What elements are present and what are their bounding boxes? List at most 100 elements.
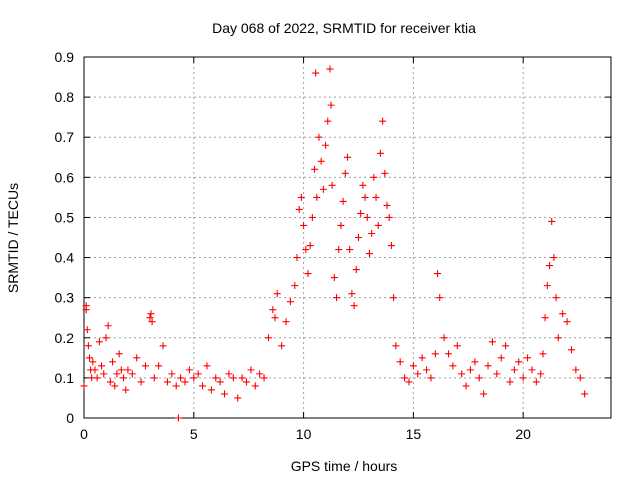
- data-point: [83, 326, 91, 334]
- data-point: [392, 342, 400, 350]
- data-point: [146, 314, 154, 322]
- data-point: [335, 246, 343, 254]
- data-point: [168, 370, 176, 378]
- data-point: [100, 370, 108, 378]
- data-point: [532, 378, 540, 386]
- data-point: [260, 374, 268, 382]
- data-point: [401, 374, 409, 382]
- data-point: [264, 334, 272, 342]
- data-point: [124, 366, 132, 374]
- data-point: [374, 221, 382, 229]
- data-point: [304, 270, 312, 278]
- data-point: [524, 354, 532, 362]
- data-point: [354, 234, 362, 241]
- data-point: [344, 153, 351, 161]
- data-point: [436, 294, 444, 302]
- y-tick-label: 0.2: [55, 330, 75, 346]
- data-point: [317, 157, 325, 165]
- data-point: [172, 382, 180, 390]
- data-point: [431, 350, 439, 358]
- data-point: [137, 378, 145, 386]
- data-point: [128, 370, 136, 378]
- data-point: [471, 358, 479, 366]
- data-point: [475, 374, 483, 382]
- data-point: [225, 370, 233, 378]
- data-point: [387, 242, 395, 250]
- y-tick-label: 0.4: [55, 250, 75, 266]
- data-point: [181, 378, 189, 386]
- data-point: [543, 282, 551, 290]
- data-point: [155, 362, 163, 370]
- data-point: [423, 366, 431, 374]
- data-point: [337, 221, 345, 229]
- data-point: [203, 362, 211, 370]
- data-point: [84, 342, 92, 350]
- data-point: [174, 414, 182, 422]
- data-point: [488, 338, 496, 346]
- data-point: [333, 294, 341, 302]
- data-point: [311, 165, 319, 173]
- data-point: [493, 370, 501, 378]
- data-point: [434, 270, 442, 278]
- data-points: [80, 65, 589, 422]
- data-point: [515, 358, 523, 366]
- data-point: [390, 294, 398, 302]
- data-point: [548, 217, 556, 225]
- x-tick-label: 15: [406, 426, 422, 442]
- plot-frame: [83, 56, 612, 419]
- data-point: [541, 314, 549, 322]
- data-point: [148, 318, 156, 326]
- data-point: [445, 350, 453, 358]
- y-tick-label: 0: [66, 410, 74, 426]
- data-point: [80, 382, 88, 390]
- data-point: [418, 354, 426, 362]
- data-point: [302, 246, 310, 254]
- data-point: [207, 386, 215, 394]
- data-point: [313, 193, 321, 201]
- data-point: [190, 374, 198, 382]
- data-point: [117, 366, 125, 374]
- data-point: [238, 374, 246, 382]
- data-point: [286, 298, 294, 306]
- x-tick-label: 5: [190, 426, 198, 442]
- data-point: [269, 306, 277, 314]
- data-point: [194, 370, 202, 378]
- data-point: [554, 334, 562, 342]
- y-tick-label: 0.3: [55, 290, 75, 306]
- data-point: [82, 302, 90, 310]
- data-point: [102, 334, 110, 342]
- data-point: [567, 346, 575, 354]
- y-tick-label: 0.1: [55, 370, 75, 386]
- data-point: [414, 370, 422, 378]
- data-point: [576, 374, 584, 382]
- data-point: [147, 310, 155, 318]
- data-point: [159, 342, 167, 350]
- data-point: [297, 193, 305, 201]
- data-point: [539, 350, 547, 358]
- data-point: [581, 390, 589, 398]
- data-point: [519, 374, 527, 382]
- data-point: [133, 354, 141, 362]
- data-point: [229, 374, 237, 382]
- data-point: [324, 117, 332, 125]
- data-point: [106, 378, 114, 386]
- data-point: [282, 318, 290, 326]
- data-point: [440, 334, 448, 342]
- data-point: [247, 366, 255, 374]
- data-point: [330, 274, 338, 282]
- data-point: [150, 374, 158, 382]
- data-point: [163, 378, 171, 386]
- axis-ticks: 0 0.1 0.2 0.3 0.4 0.5 0.6 0.7 0.8 0.9 0 5 10 15 20: [55, 49, 611, 442]
- x-tick-label: 0: [80, 426, 88, 442]
- data-point: [85, 354, 93, 362]
- data-point: [339, 197, 347, 205]
- data-point: [572, 366, 580, 374]
- data-point: [385, 213, 393, 221]
- data-point: [113, 370, 121, 378]
- data-point: [552, 294, 560, 302]
- data-point: [346, 246, 354, 254]
- data-point: [458, 370, 466, 378]
- data-point: [122, 386, 130, 394]
- data-point: [295, 205, 303, 213]
